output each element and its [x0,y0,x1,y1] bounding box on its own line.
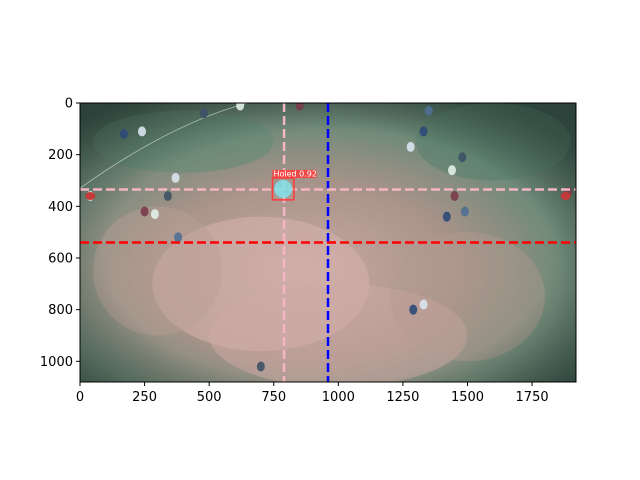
x-tick-label: 1000 [322,390,355,405]
detections: Holed 0.92 [271,169,317,201]
y-tick-label: 0 [65,97,73,112]
x-tick-label: 500 [197,390,222,405]
axes-frame [79,102,577,383]
y-tick-label: 200 [48,148,73,163]
x-tick-label: 250 [132,390,157,405]
x-tick-label: 0 [76,390,84,405]
y-tick-label: 1000 [40,355,73,370]
x-tick-label: 750 [261,390,286,405]
reference-lines [80,103,576,382]
x-tick-label: 1750 [516,390,549,405]
detection-label-bg-0 [272,169,317,178]
x-tick-label: 1250 [386,390,419,405]
x-axis: 0 250 500 750 1000 1250 1500 1750 [76,382,549,405]
y-tick-label: 400 [48,200,73,215]
y-tick-label: 800 [48,303,73,318]
y-axis: 0 200 400 600 800 1000 [40,97,80,370]
detection-label-0: Holed 0.92 [273,169,317,178]
x-tick-label: 1500 [451,390,484,405]
y-tick-label: 600 [48,252,73,267]
